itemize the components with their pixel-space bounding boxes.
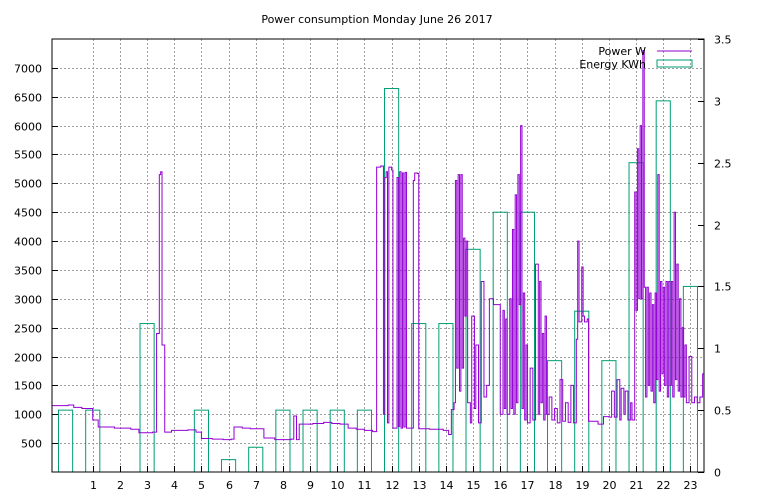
y-right-tick-label: 2.5 [714, 158, 732, 171]
legend-power-label: Power W [598, 45, 646, 58]
energy-bar [248, 446, 264, 473]
y-right-tick-label: 0.5 [714, 405, 732, 418]
power-line [52, 50, 705, 441]
energy-bar [58, 409, 74, 473]
x-tick-label: 22 [657, 479, 671, 492]
y-left-tick-label: 3500 [14, 265, 42, 278]
x-tick-label: 19 [576, 479, 590, 492]
y-left-tick-label: 1000 [14, 409, 42, 422]
energy-bar [139, 323, 155, 473]
x-tick-label: 23 [684, 479, 698, 492]
legend-energy-swatch [656, 59, 693, 68]
power-series [52, 50, 705, 441]
x-tick-label: 2 [117, 479, 124, 492]
y-right-tick-label: 3 [714, 96, 721, 109]
x-tick-label: 14 [440, 479, 454, 492]
chart-title: Power consumption Monday June 26 2017 [261, 13, 492, 26]
x-tick-label: 9 [307, 479, 314, 492]
y-right-tick-label: 3.5 [714, 34, 732, 47]
x-tick-label: 10 [331, 479, 345, 492]
x-tick-label: 1 [90, 479, 97, 492]
y-right-tick-label: 1.5 [714, 281, 732, 294]
y-right-tick-label: 2 [714, 220, 721, 233]
y-left-tick-label: 1500 [14, 380, 42, 393]
x-tick-label: 3 [144, 479, 151, 492]
y-left-tick-label: 3000 [14, 294, 42, 307]
energy-bar [221, 459, 237, 473]
x-tick-label: 21 [630, 479, 644, 492]
y-left-tick-label: 4500 [14, 207, 42, 220]
legend-energy-label: Energy KWh [579, 58, 646, 71]
x-tick-label: 17 [521, 479, 535, 492]
x-tick-label: 16 [494, 479, 508, 492]
energy-bar [438, 323, 454, 473]
y-left-tick-label: 2500 [14, 323, 42, 336]
x-tick-label: 18 [549, 479, 563, 492]
y-left-tick-label: 4000 [14, 236, 42, 249]
y-left-tick-label: 7000 [14, 63, 42, 76]
x-tick-label: 11 [358, 479, 372, 492]
x-tick-label: 15 [467, 479, 481, 492]
y-left-tick-label: 5500 [14, 149, 42, 162]
energy-bar [275, 409, 291, 473]
grid [52, 39, 704, 472]
y-left-tick-label: 500 [21, 438, 42, 451]
x-tick-label: 7 [253, 479, 260, 492]
y-left-tick-label: 6500 [14, 92, 42, 105]
x-tick-label: 20 [603, 479, 617, 492]
x-tick-label: 13 [413, 479, 427, 492]
x-tick-label: 5 [198, 479, 205, 492]
axes: 1 2 3 4 5 6 7 8 9 10 11 12 13 14 15 16 17 18 19 20 21 22 23500… [14, 34, 732, 493]
y-right-tick-label: 1 [714, 343, 721, 356]
x-tick-label: 12 [386, 479, 400, 492]
y-right-tick-label: 0 [714, 467, 721, 480]
plot-frame [51, 38, 705, 473]
x-tick-label: 8 [280, 479, 287, 492]
x-tick-label: 6 [226, 479, 233, 492]
legend: Power W Energy KWh [579, 45, 693, 71]
x-tick-label: 4 [171, 479, 178, 492]
y-left-tick-label: 5000 [14, 178, 42, 191]
y-left-tick-label: 6000 [14, 121, 42, 134]
y-left-tick-label: 2000 [14, 352, 42, 365]
